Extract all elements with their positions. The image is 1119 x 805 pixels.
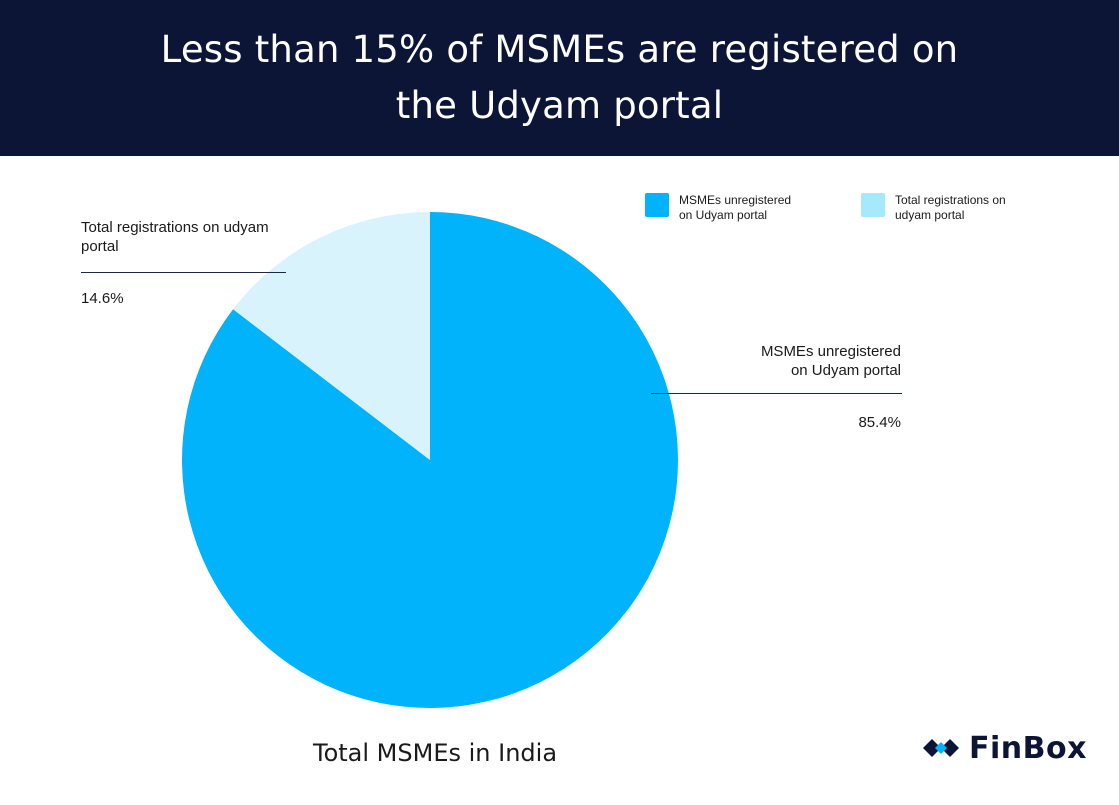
legend-swatch-unregistered xyxy=(645,193,669,217)
callout-line-unregistered xyxy=(651,393,902,394)
header-banner: Less than 15% of MSMEs are registered on… xyxy=(0,0,1119,156)
callout-label-registered: Total registrations on udyam portal xyxy=(81,219,269,255)
pie-chart xyxy=(181,212,678,709)
pie-slice-unregistered xyxy=(181,212,678,709)
callout-line-registered xyxy=(81,272,286,273)
legend-label-registered: Total registrations on udyam portal xyxy=(895,193,1006,222)
finbox-logo-icon xyxy=(923,730,959,766)
finbox-logo: FinBox xyxy=(921,728,1087,768)
brand-name: FinBox xyxy=(969,730,1087,766)
legend-label-unregistered: MSMEs unregistered on Udyam portal xyxy=(679,193,792,222)
callout-label-unregistered: MSMEs unregistered on Udyam portal xyxy=(760,343,901,379)
legend-item-registered: Total registrations on udyam portal xyxy=(861,193,1015,223)
legend-item-unregistered: MSMEs unregistered on Udyam portal xyxy=(645,193,799,223)
legend-swatch-registered xyxy=(861,193,885,217)
page-title: Less than 15% of MSMEs are registered on… xyxy=(160,28,959,127)
chart-title: Total MSMEs in India xyxy=(313,739,558,767)
pie-slice-registered xyxy=(233,212,430,460)
callout-value-unregistered: 85.4% xyxy=(858,414,901,431)
callout-value-registered: 14.6% xyxy=(81,290,124,307)
